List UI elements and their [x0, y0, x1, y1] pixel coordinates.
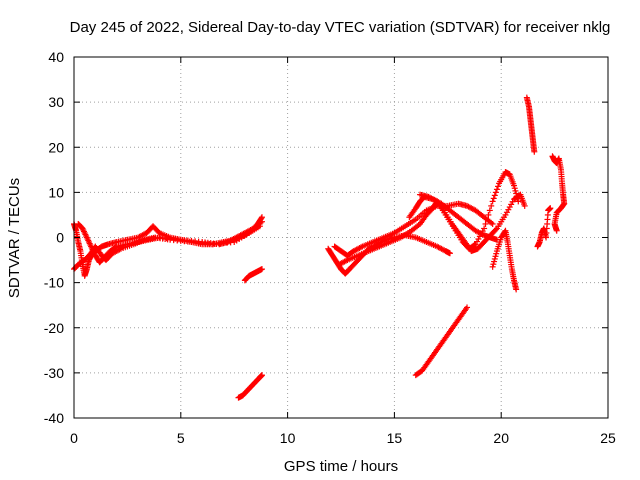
y-tick-label: -40 [44, 410, 64, 426]
y-axis-label: SDTVAR / TECUs [6, 178, 23, 298]
data-point [485, 211, 492, 218]
data-point [486, 207, 493, 214]
series-arc-n [534, 205, 554, 250]
data-point [491, 192, 498, 199]
y-tick-label: 20 [48, 139, 64, 155]
x-tick-label: 0 [70, 430, 78, 446]
data-point [553, 227, 560, 234]
data-point [258, 372, 265, 379]
data-point [492, 189, 499, 196]
x-tick-label: 10 [280, 430, 296, 446]
data-point [491, 255, 498, 262]
data-point [493, 186, 500, 193]
y-tick-label: 0 [56, 230, 64, 246]
y-tick-label: -10 [44, 275, 64, 291]
data-point [513, 286, 520, 293]
data-point [446, 250, 453, 257]
series-arc-d [235, 372, 265, 401]
data-point [489, 198, 496, 205]
chart-title: Day 245 of 2022, Sidereal Day-to-day VTE… [70, 19, 611, 36]
y-axis-ticks: 40 30 20 10 0 -10 -20 -30 -40 [44, 49, 608, 426]
data-point [464, 304, 471, 311]
series-arc-m [523, 94, 538, 155]
y-tick-label: 30 [48, 94, 64, 110]
data-point [554, 208, 561, 215]
series-arc-k [412, 304, 471, 379]
data-point [513, 190, 520, 197]
data-point [492, 226, 499, 233]
data-point [513, 193, 520, 200]
data-point [481, 225, 488, 232]
x-axis-label: GPS time / hours [284, 458, 398, 475]
data-point [482, 220, 489, 227]
data-point [511, 182, 518, 189]
data-point [490, 261, 497, 268]
series-arc-a [71, 214, 265, 279]
x-tick-label: 20 [493, 430, 509, 446]
data-point [494, 183, 501, 190]
data-point [511, 185, 518, 192]
data-point [521, 202, 528, 209]
series-arc-o [549, 153, 568, 234]
y-tick-label: 10 [48, 184, 64, 200]
data-point [256, 223, 263, 230]
y-tick-label: -20 [44, 320, 64, 336]
y-tick-label: 40 [48, 49, 64, 65]
series-arc-e [241, 266, 265, 284]
x-tick-label: 5 [177, 430, 185, 446]
x-tick-label: 15 [387, 430, 403, 446]
data-point [531, 148, 538, 155]
data-point [489, 220, 496, 227]
x-axis-ticks: 0 5 10 15 20 25 [70, 57, 616, 446]
data-point [488, 202, 495, 209]
data-point [258, 218, 265, 225]
data-point [515, 198, 522, 205]
data-point [489, 263, 496, 270]
data-point [514, 195, 521, 202]
y-tick-label: -30 [44, 365, 64, 381]
data-point [492, 253, 499, 260]
data-point [258, 215, 265, 222]
data-point [471, 242, 478, 249]
data-point [483, 216, 490, 223]
data-points [71, 94, 568, 401]
series-arc-c [71, 223, 263, 273]
data-point [512, 187, 519, 194]
data-point [547, 205, 554, 212]
data-point [258, 266, 265, 273]
series-arc-l [489, 227, 520, 293]
data-point [490, 195, 497, 202]
data-point [491, 258, 498, 265]
data-point [493, 250, 500, 257]
series-arc-j [417, 169, 522, 252]
x-tick-label: 25 [600, 430, 616, 446]
